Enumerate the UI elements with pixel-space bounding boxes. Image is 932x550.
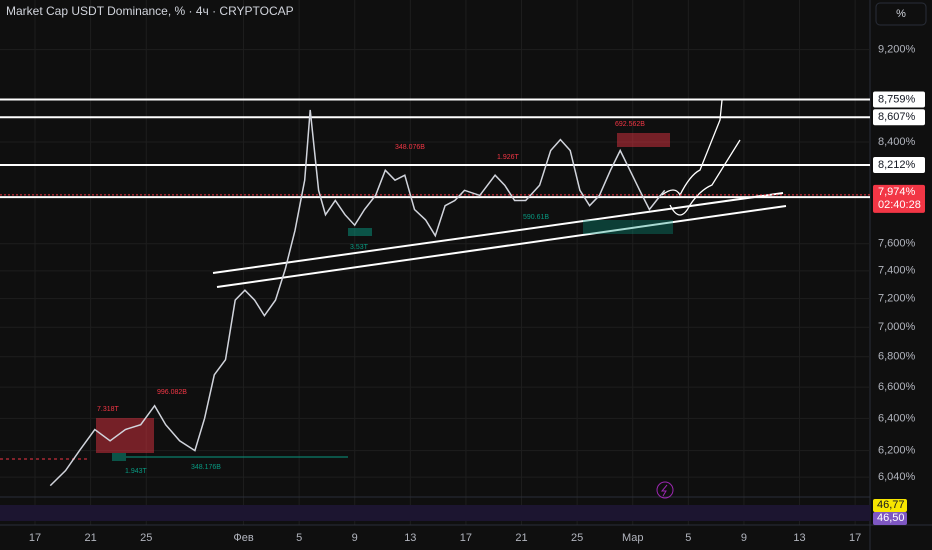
y-tick-label: 7,600% [878, 238, 916, 250]
zone [96, 418, 154, 453]
price-line-series [49, 109, 666, 487]
projection [669, 139, 741, 216]
scale-button-label[interactable]: % [896, 8, 906, 20]
x-tick-label: 17 [849, 532, 861, 544]
annotation: 692.562B [615, 121, 645, 128]
x-tick-label: 17 [29, 532, 41, 544]
x-tick-label: 21 [515, 532, 527, 544]
x-tick-label: 9 [741, 532, 747, 544]
y-tick-label: 6,040% [878, 471, 916, 483]
level-label: 8,212% [878, 159, 916, 171]
y-tick-label: 7,400% [878, 265, 916, 277]
annotation: 3.53T [350, 244, 369, 251]
x-tick-label: 9 [352, 532, 358, 544]
chart-title: Market Cap USDT Dominance, % · 4ч · CRYP… [6, 4, 294, 18]
alert-icon[interactable] [656, 481, 674, 499]
price-label: 7,974% [878, 186, 916, 198]
y-tick-label: 6,200% [878, 445, 916, 457]
level-label: 8,607% [878, 111, 916, 123]
x-tick-label: 25 [140, 532, 152, 544]
level-label-box [873, 109, 925, 126]
x-tick-label: 17 [460, 532, 472, 544]
annotation: 590.61B [523, 214, 549, 221]
alert-icon-bolt[interactable] [660, 484, 668, 497]
trend-line [216, 205, 787, 288]
zone [583, 220, 673, 234]
y-tick-label: 7,000% [878, 321, 916, 333]
annotation: 7.318T [97, 406, 120, 413]
trend-line [212, 192, 784, 274]
y-tick-label: 6,600% [878, 381, 916, 393]
annotation: 348.076B [395, 144, 425, 151]
x-tick-label: 13 [793, 532, 805, 544]
level-label: 8,759% [878, 93, 916, 105]
zone [617, 133, 670, 147]
y-tick-label: 6,400% [878, 412, 916, 424]
rsi-label-box [873, 512, 907, 525]
y-tick-label: 8,400% [878, 136, 916, 148]
y-tick-label: 6,800% [878, 351, 916, 363]
x-tick-label: 5 [296, 532, 302, 544]
level-label-box [873, 91, 925, 108]
x-tick-label: Мар [622, 532, 644, 544]
x-tick-label: 21 [85, 532, 97, 544]
zone [348, 228, 372, 236]
rsi-label: 46,77 [877, 499, 905, 511]
rsi-label-box [873, 499, 907, 512]
x-tick-label: 13 [404, 532, 416, 544]
countdown: 02:40:28 [878, 199, 921, 211]
price-label-box [873, 184, 925, 213]
annotation: 1.926T [497, 154, 520, 161]
x-tick-label: Фев [233, 532, 253, 544]
rsi-label: 46,50 [877, 512, 905, 524]
zone [112, 453, 126, 461]
rsi-band [0, 505, 870, 521]
y-tick-label: 9,200% [878, 43, 916, 55]
annotation: 1.943T [125, 468, 148, 475]
x-tick-label: 25 [571, 532, 583, 544]
x-tick-label: 5 [685, 532, 691, 544]
annotation: 996.082B [157, 389, 187, 396]
level-label-box [873, 157, 925, 174]
scale-button[interactable] [875, 2, 927, 26]
y-tick-label: 7,200% [878, 293, 916, 305]
annotation: 348.176B [191, 464, 221, 471]
